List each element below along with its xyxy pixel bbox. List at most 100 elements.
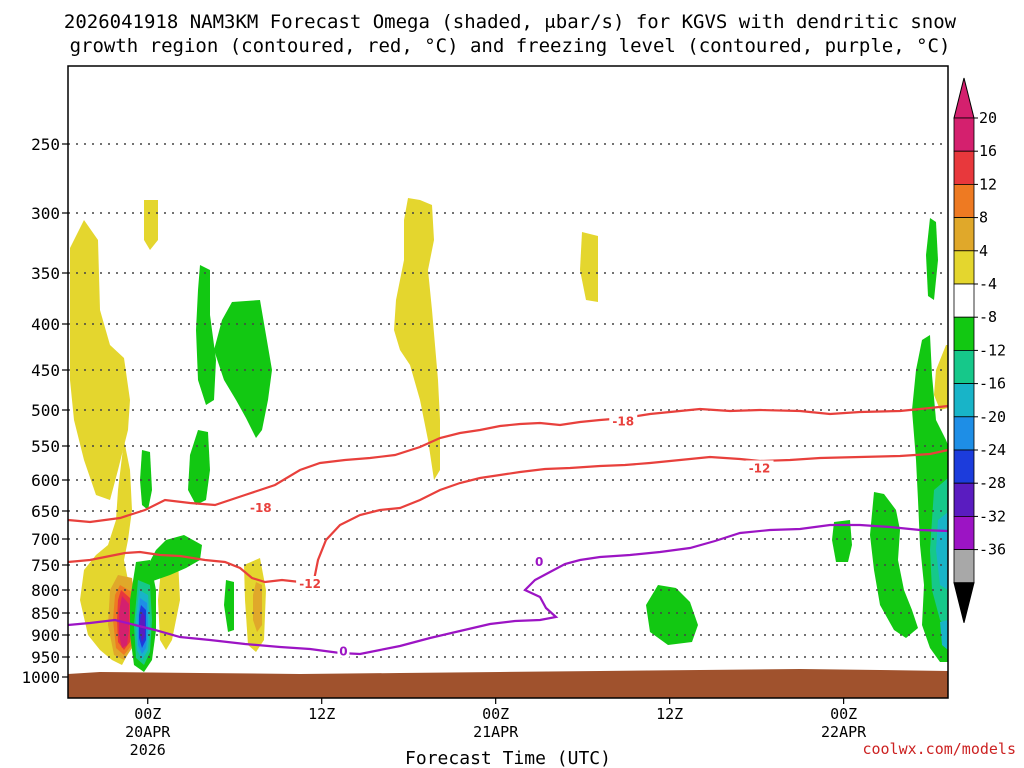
omega-yellow-region: [934, 345, 948, 410]
contour-label-bg: [609, 413, 638, 428]
contour-label-bg: [533, 553, 546, 568]
colorbar-label: -36: [979, 541, 1006, 559]
colorbar-label: 12: [979, 175, 997, 193]
chart-title-line2: growth region (contoured, red, °C) and f…: [70, 35, 951, 57]
colorbar-band: [953, 482, 975, 517]
contour-label: 0: [339, 645, 347, 659]
colorbar: 20 16 12 8 4 -4 -8 -12 -16 -20 -24 -28 -32 -36: [953, 77, 1006, 623]
x-tick-date: 20APR: [125, 723, 171, 741]
colorbar-band: [953, 283, 975, 318]
colorbar-label: -24: [979, 441, 1006, 459]
colorbar-band: [953, 183, 975, 218]
x-tick-date: 22APR: [821, 723, 867, 741]
colorbar-band: [953, 349, 975, 384]
omega-shading: [70, 198, 948, 672]
omega-yellow-region: [158, 560, 180, 650]
y-axis: 250 300 350 400 450 500 550 600 650 700 750 800 850 9…: [21, 135, 68, 687]
x-tick-label: 12Z: [656, 705, 683, 723]
colorbar-arrow-top: [953, 77, 975, 119]
colorbar-label: -16: [979, 375, 1006, 393]
colorbar-band: [953, 316, 975, 351]
colorbar-band: [953, 449, 975, 484]
colorbar-band: [953, 383, 975, 418]
omega-green-region: [188, 430, 210, 505]
omega-green-region: [224, 580, 234, 632]
omega-green-region: [148, 535, 202, 582]
colorbar-label: -4: [979, 275, 997, 293]
colorbar-arrow-bottom: [953, 582, 975, 623]
colorbar-label: 20: [979, 109, 997, 127]
contour-label: -18: [612, 415, 634, 429]
colorbar-band: [953, 549, 975, 584]
y-tick-label: 750: [31, 556, 60, 575]
contour-label-bg: [246, 499, 275, 514]
x-tick-label: 12Z: [308, 705, 335, 723]
contour-label: -12: [749, 461, 771, 475]
colorbar-band: [953, 217, 975, 252]
x-axis-label: Forecast Time (UTC): [405, 748, 611, 768]
contours: [67, 404, 949, 656]
y-tick-label: 850: [31, 604, 60, 623]
x-tick-label: 00Z: [830, 705, 857, 723]
y-tick-label: 400: [31, 315, 60, 334]
credit-text: coolwx.com/models: [862, 740, 1016, 758]
omega-green-region: [140, 450, 152, 510]
contour-label-bg: [296, 576, 325, 590]
freezing-level-contour: [67, 523, 949, 656]
y-tick-label: 300: [31, 204, 60, 223]
colorbar-label: 8: [979, 209, 988, 227]
y-tick-label: 950: [31, 648, 60, 667]
omega-green-region: [646, 585, 698, 645]
y-tick-label: 700: [31, 530, 60, 549]
omega-cyan-region: [940, 620, 948, 650]
y-tick-label: 450: [31, 361, 60, 380]
omega-yellow-region: [70, 220, 130, 500]
colorbar-band: [953, 516, 975, 551]
colorbar-band: [953, 416, 975, 451]
x-tick-date: 21APR: [473, 723, 519, 741]
x-tick-label: 00Z: [482, 705, 509, 723]
contour-label: -12: [299, 577, 321, 591]
y-tick-label: 800: [31, 581, 60, 600]
y-tick-label: 650: [31, 502, 60, 521]
omega-orange-region: [253, 582, 262, 632]
dgz-bottom-contour: [67, 448, 949, 584]
colorbar-label: -32: [979, 507, 1006, 525]
colorbar-label: -8: [979, 308, 997, 326]
y-tick-label: 250: [31, 135, 60, 154]
chart-title-line1: 2026041918 NAM3KM Forecast Omega (shaded…: [64, 11, 957, 33]
colorbar-label: -12: [979, 341, 1006, 359]
y-tick-label: 600: [31, 471, 60, 490]
omega-yellow-region: [580, 232, 598, 302]
colorbar-band: [953, 117, 975, 152]
colorbar-label: -28: [979, 474, 1006, 492]
y-tick-label: 550: [31, 437, 60, 456]
colorbar-label: 16: [979, 142, 997, 160]
colorbar-label: 4: [979, 242, 988, 260]
plot-border: [67, 65, 949, 699]
contour-labels: -18 -18 -12 -12 0 0: [246, 413, 774, 659]
omega-green-region: [926, 218, 938, 300]
omega-green-region: [214, 300, 272, 438]
colorbar-label: -20: [979, 408, 1006, 426]
colorbar-band: [953, 150, 975, 185]
contour-label-bg: [337, 643, 350, 658]
contour-label: 0: [535, 555, 543, 569]
y-tick-label: 1000: [21, 668, 60, 687]
x-tick-label: 00Z: [134, 705, 161, 723]
omega-green-region: [196, 265, 216, 405]
y-tick-label: 350: [31, 264, 60, 283]
contour-label: -18: [250, 501, 272, 515]
dgz-top-contour: [67, 404, 949, 524]
colorbar-band: [953, 250, 975, 285]
plot-area: -18 -18 -12 -12 0 0: [67, 65, 949, 699]
omega-green-region: [832, 520, 852, 562]
omega-yellow-region: [144, 200, 158, 250]
omega-green-region: [870, 492, 918, 638]
x-tick-year: 2026: [130, 741, 166, 759]
y-tick-label: 900: [31, 626, 60, 645]
contour-label-bg: [745, 460, 774, 475]
y-tick-label: 500: [31, 401, 60, 420]
